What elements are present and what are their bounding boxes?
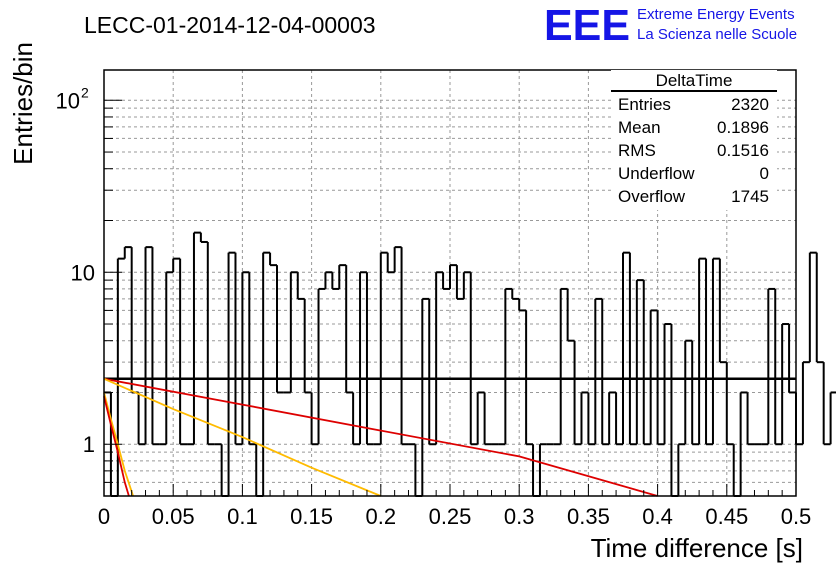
x-tick-label: 0	[98, 504, 110, 529]
y-tick-label: 10	[71, 260, 95, 285]
y-axis-label: Entries/bin	[8, 42, 38, 165]
chart-title: LECC-01-2014-12-04-00003	[84, 12, 376, 38]
x-tick-label: 0.15	[290, 504, 333, 529]
y-tick-label-exponent: 2	[81, 84, 89, 100]
y-tick-label: 1	[83, 432, 95, 457]
stats-value: 0.1516	[717, 141, 769, 160]
stats-label: Mean	[618, 118, 661, 137]
x-tick-label: 0.5	[781, 504, 812, 529]
x-tick-label: 0.4	[642, 504, 673, 529]
fit-curve	[103, 377, 658, 497]
stats-value: 1745	[731, 187, 769, 206]
stats-value: 0	[760, 164, 769, 183]
logo-line-1: Extreme Energy Events	[637, 6, 795, 23]
x-tick-label: 0.45	[705, 504, 748, 529]
x-tick-label: 0.25	[429, 504, 472, 529]
stats-label: Underflow	[618, 164, 695, 183]
logo-line-2: La Scienza nelle Scuole	[637, 26, 797, 43]
axis-ticks	[103, 99, 797, 496]
x-tick-label: 0.3	[504, 504, 535, 529]
x-tick-label: 0.35	[567, 504, 610, 529]
stats-value: 0.1896	[717, 118, 769, 137]
x-tick-labels: 0 0.05 0.1 0.15 0.2 0.25 0.3 0.35 0.4 0.45 0.5	[98, 504, 811, 529]
fit-curve	[103, 377, 382, 497]
y-tick-label: 10	[56, 88, 80, 113]
x-tick-label: 0.1	[227, 504, 258, 529]
x-tick-label: 0.05	[152, 504, 195, 529]
fit-curve	[103, 396, 130, 497]
stats-label: Entries	[618, 95, 671, 114]
stats-label: Overflow	[618, 187, 686, 206]
x-tick-label: 0.2	[366, 504, 397, 529]
x-axis-label: Time difference [s]	[591, 533, 803, 563]
stats-label: RMS	[618, 141, 656, 160]
stats-box: DeltaTime Entries 2320 Mean 0.1896 RMS 0.1516…	[611, 70, 777, 210]
logo-mark: EEE	[544, 1, 630, 50]
stats-title: DeltaTime	[656, 71, 733, 90]
stats-value: 2320	[731, 95, 769, 114]
